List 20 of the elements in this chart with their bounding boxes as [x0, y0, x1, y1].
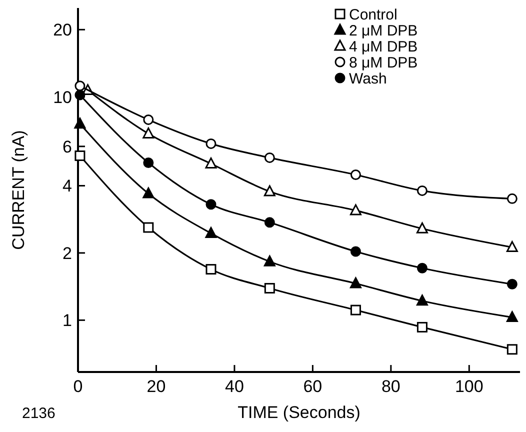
legend-label: 4 μM DPB: [349, 38, 418, 56]
legend-label: 2 μM DPB: [349, 22, 418, 40]
y-axis-title: CURRENT (nA): [9, 130, 28, 250]
x-tick-label: 100: [454, 377, 484, 396]
y-tick-label: 10: [53, 88, 72, 107]
legend-label: 8 μM DPB: [349, 54, 418, 72]
x-tick-label: 60: [303, 377, 322, 396]
legend-label: Wash: [349, 70, 387, 88]
y-tick-label: 2: [62, 244, 72, 263]
x-axis-title: TIME (Seconds): [238, 403, 360, 422]
y-tick-label: 4: [62, 176, 72, 196]
x-tick-label: 40: [225, 377, 244, 396]
legend-label: Control: [349, 6, 398, 24]
text: 2136: [22, 405, 56, 422]
x-tick-label: 20: [146, 377, 166, 396]
y-tick-label: 20: [53, 20, 72, 40]
x-tick-label: 80: [381, 377, 400, 396]
x-tick-label: 0: [73, 377, 83, 396]
y-tick-label: 1: [62, 311, 72, 330]
y-tick-label: 6: [62, 137, 72, 156]
